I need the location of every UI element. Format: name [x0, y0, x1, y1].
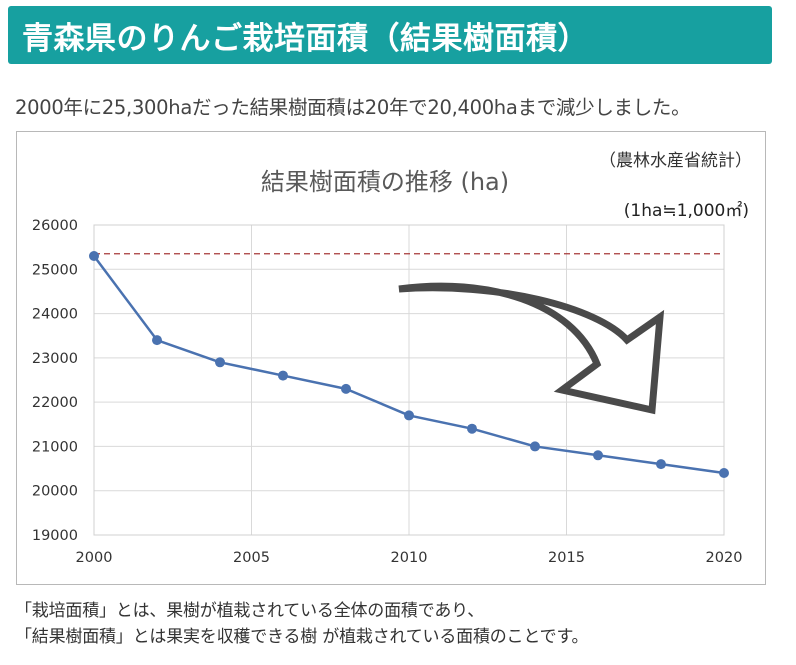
line-chart: （農林水産省統計） 結果樹面積の推移 (ha) (1ha≒1,000㎡) 190…	[32, 151, 752, 566]
downward-arrow-layer	[398, 282, 665, 415]
data-point	[467, 423, 477, 434]
y-tick-label: 20000	[32, 484, 78, 500]
x-tick-label: 2015	[548, 550, 585, 566]
footer-line-2: 「結果樹面積」とは果実を収穫できる樹 が植栽されている面積のことです。	[15, 627, 589, 647]
data-point	[215, 357, 225, 368]
summary-text: 2000年に25,300haだった結果樹面積は20年で20,400haまで減少し…	[15, 96, 691, 119]
page-title: 青森県のりんご栽培面積（結果樹面積）	[22, 20, 589, 57]
data-point	[530, 441, 540, 452]
chart-container: （農林水産省統計） 結果樹面積の推移 (ha) (1ha≒1,000㎡) 190…	[16, 131, 766, 585]
data-point	[89, 251, 99, 261]
grid	[93, 224, 725, 536]
y-axis-ticks: 19000 20000 21000 22000 23000 24000 25000 26000	[32, 218, 78, 544]
data-point	[341, 383, 351, 394]
y-tick-label: 26000	[32, 218, 78, 234]
y-tick-label: 19000	[32, 528, 78, 544]
x-tick-label: 2020	[706, 550, 743, 566]
chart-title: 結果樹面積の推移 (ha)	[261, 168, 509, 196]
chart-source: （農林水産省統計）	[599, 151, 752, 171]
data-point	[152, 335, 162, 346]
plot-frame	[93, 224, 725, 536]
down-trend-arrow	[398, 282, 665, 415]
y-tick-label: 22000	[32, 395, 78, 411]
y-tick-label: 24000	[32, 307, 78, 323]
data-point	[404, 410, 414, 421]
title-banner: 青森県のりんご栽培面積（結果樹面積）	[8, 6, 772, 64]
data-point	[278, 370, 288, 381]
x-tick-label: 2010	[391, 550, 428, 566]
x-tick-label: 2000	[76, 550, 113, 566]
chart-unit-note: (1ha≒1,000㎡)	[624, 201, 749, 221]
data-point	[593, 450, 603, 461]
footer-line-1: 「栽培面積」とは、果樹が植栽されている全体の面積であり、	[15, 601, 485, 621]
y-tick-label: 21000	[32, 439, 78, 455]
data-point	[656, 459, 666, 470]
y-tick-label: 25000	[32, 262, 78, 278]
series-layer	[89, 251, 729, 478]
x-tick-label: 2005	[233, 550, 270, 566]
footer-note: 「栽培面積」とは、果樹が植栽されている全体の面積であり、 「結果樹面積」とは果実…	[15, 598, 589, 650]
y-tick-label: 23000	[32, 351, 78, 367]
x-axis-ticks: 2000 2005 2010 2015 2020	[76, 550, 743, 566]
data-point	[719, 468, 729, 478]
